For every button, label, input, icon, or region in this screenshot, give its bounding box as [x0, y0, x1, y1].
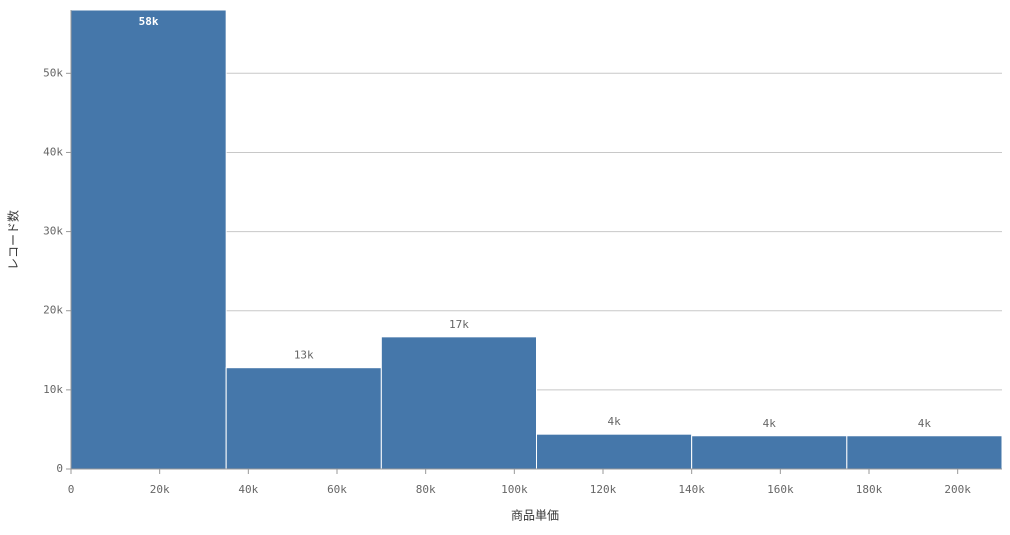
value-label: 4k — [918, 417, 932, 430]
bar — [536, 433, 693, 470]
value-label: 4k — [763, 417, 777, 430]
bar — [691, 435, 848, 470]
x-tick-label: 140k — [678, 483, 705, 496]
y-tick-label: 20k — [43, 304, 63, 317]
bar — [380, 336, 538, 470]
value-label: 17k — [449, 318, 469, 331]
x-tick-label: 20k — [150, 483, 170, 496]
value-label: 58k — [139, 15, 159, 28]
x-tick-label: 40k — [238, 483, 258, 496]
value-label: 4k — [607, 415, 621, 428]
x-tick-label: 80k — [416, 483, 436, 496]
x-tick-label: 180k — [856, 483, 883, 496]
y-tick-label: 10k — [43, 383, 63, 396]
bar — [846, 435, 1003, 470]
y-tick-label: 30k — [43, 225, 63, 238]
y-axis-title: レコード数 — [6, 210, 21, 270]
x-tick-label: 200k — [944, 483, 971, 496]
x-tick-label: 0 — [68, 483, 75, 496]
y-tick-label: 40k — [43, 145, 63, 158]
x-axis-title: 商品単価 — [511, 508, 559, 523]
value-label: 13k — [294, 349, 314, 362]
x-tick-label: 160k — [767, 483, 794, 496]
x-tick-label: 60k — [327, 483, 347, 496]
y-tick-label: 0 — [56, 462, 63, 475]
bar — [70, 9, 227, 470]
bar — [225, 367, 382, 470]
x-tick-label: 100k — [501, 483, 528, 496]
y-tick-label: 50k — [43, 66, 63, 79]
x-tick-label: 120k — [590, 483, 617, 496]
